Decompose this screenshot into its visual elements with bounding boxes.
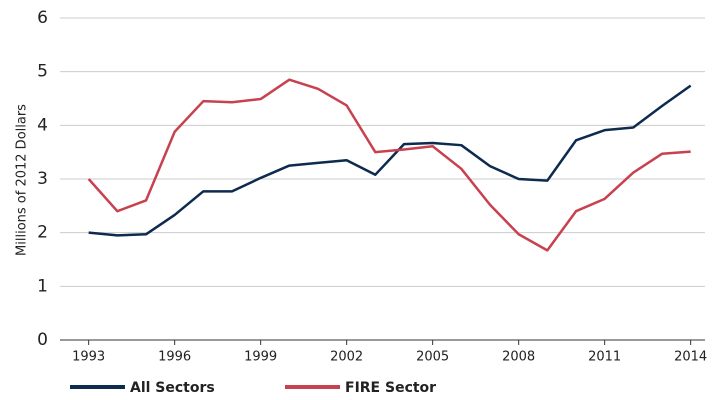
y-tick-label: 2 [37,223,48,243]
y-tick-label: 6 [37,8,48,28]
y-tick-label: 1 [37,276,48,296]
y-tick-label: 3 [37,169,48,189]
legend-label: All Sectors [130,380,215,396]
series-line [87,78,691,252]
x-tick-label: 1996 [158,350,191,365]
y-tick-label: 4 [37,115,48,135]
x-tick-label: 2011 [588,350,621,365]
x-tick-label: 1999 [244,350,277,365]
x-tick-label: 2002 [330,350,363,365]
x-tick-label: 2014 [674,350,707,365]
y-axis-label: Millions of 2012 Dollars [15,104,30,256]
y-tick-label: 5 [37,62,48,82]
legend-label: FIRE Sector [345,380,436,396]
x-tick-label: 2008 [502,350,535,365]
x-tick-label: 1993 [72,350,105,365]
y-tick-label: 0 [37,330,48,350]
series-line [88,84,692,237]
x-tick-label: 2005 [416,350,449,365]
